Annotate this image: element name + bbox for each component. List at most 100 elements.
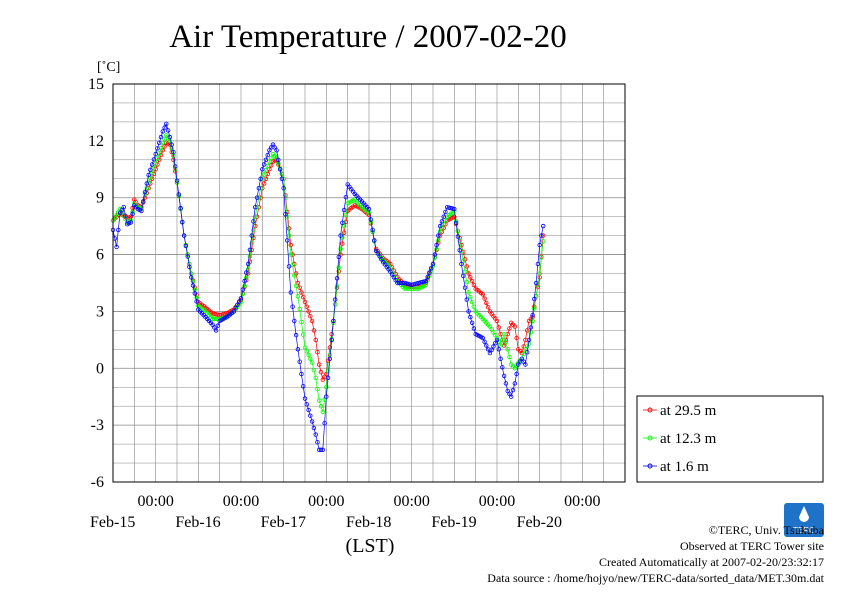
data-point bbox=[425, 274, 430, 279]
data-point bbox=[484, 300, 489, 306]
data-point bbox=[295, 294, 301, 299]
data-point bbox=[452, 214, 457, 219]
data-point bbox=[341, 223, 347, 229]
x-tick-time-label: 00:00 bbox=[393, 493, 429, 510]
data-point bbox=[169, 142, 174, 147]
data-point bbox=[464, 264, 469, 269]
data-point bbox=[480, 292, 485, 297]
data-point bbox=[325, 368, 331, 374]
data-point bbox=[530, 318, 535, 324]
data-point bbox=[276, 157, 281, 162]
data-point bbox=[452, 206, 457, 212]
data-point bbox=[299, 371, 304, 377]
data-point bbox=[327, 356, 333, 361]
data-point bbox=[261, 181, 267, 186]
data-point bbox=[439, 219, 445, 224]
data-point bbox=[523, 362, 528, 367]
data-point bbox=[165, 128, 171, 133]
data-point bbox=[532, 306, 537, 311]
data-point bbox=[140, 199, 146, 204]
data-point bbox=[183, 243, 189, 249]
data-point bbox=[252, 223, 258, 229]
data-point bbox=[320, 409, 325, 415]
data-point bbox=[238, 296, 244, 301]
data-point bbox=[286, 264, 292, 269]
data-point bbox=[242, 278, 247, 284]
data-point bbox=[325, 375, 331, 380]
data-point bbox=[480, 335, 485, 341]
data-point bbox=[466, 271, 471, 276]
y-tick-label: -3 bbox=[91, 417, 104, 434]
data-point bbox=[498, 356, 503, 361]
data-point bbox=[341, 207, 347, 213]
data-point bbox=[311, 328, 317, 333]
data-point bbox=[292, 273, 297, 278]
data-point bbox=[539, 255, 544, 260]
legend-label: at 12.3 m bbox=[660, 431, 717, 447]
data-point bbox=[482, 296, 487, 301]
data-point bbox=[455, 228, 461, 234]
data-point bbox=[315, 350, 320, 355]
data-point bbox=[151, 166, 157, 171]
data-point bbox=[503, 339, 509, 344]
data-point bbox=[501, 373, 507, 379]
data-point bbox=[469, 320, 475, 325]
data-point bbox=[471, 304, 477, 309]
x-date-label: Feb-17 bbox=[261, 514, 306, 531]
data-point bbox=[274, 148, 279, 153]
data-point bbox=[482, 339, 487, 344]
data-point bbox=[317, 398, 322, 403]
y-tick-label: 9 bbox=[96, 190, 104, 207]
chart-title: Air Temperature / 2007-02-20 bbox=[169, 19, 567, 55]
terc-logo: TERC bbox=[784, 503, 824, 537]
data-point bbox=[292, 318, 297, 324]
data-point bbox=[468, 314, 473, 320]
data-point bbox=[308, 413, 313, 418]
data-point bbox=[528, 325, 533, 330]
copyright-text: ©TERC, Univ. Tsukuba bbox=[709, 523, 825, 537]
y-axis: 15 12 9 6 3 0 -3 -6 bbox=[88, 76, 104, 491]
data-point bbox=[155, 146, 160, 151]
x-tick-time-label: 00:00 bbox=[564, 493, 600, 510]
data-point bbox=[176, 192, 181, 197]
data-point bbox=[437, 229, 443, 234]
data-point bbox=[471, 282, 477, 288]
data-point bbox=[510, 387, 516, 393]
data-point bbox=[423, 278, 429, 284]
data-point bbox=[188, 275, 194, 280]
water-drop-icon bbox=[799, 506, 809, 522]
data-point bbox=[471, 326, 477, 331]
data-point bbox=[252, 204, 258, 210]
data-point bbox=[537, 242, 542, 248]
data-point bbox=[469, 278, 475, 284]
data-point bbox=[116, 227, 121, 233]
data-point bbox=[468, 275, 473, 280]
data-point bbox=[507, 354, 512, 360]
data-point bbox=[293, 332, 299, 338]
data-point bbox=[279, 176, 285, 181]
data-point bbox=[142, 189, 148, 195]
data-point bbox=[432, 252, 437, 257]
data-point bbox=[242, 283, 247, 288]
data-point bbox=[260, 167, 265, 172]
data-point bbox=[149, 162, 155, 167]
data-point bbox=[283, 195, 288, 200]
data-point bbox=[512, 381, 517, 386]
data-point bbox=[290, 262, 295, 268]
data-point bbox=[156, 140, 162, 145]
data-point bbox=[464, 297, 469, 302]
data-point bbox=[258, 176, 263, 181]
data-point bbox=[494, 337, 500, 343]
data-point bbox=[309, 318, 315, 324]
y-tick-label: 0 bbox=[96, 360, 104, 377]
data-point bbox=[174, 178, 180, 183]
data-point bbox=[521, 351, 526, 357]
data-point bbox=[469, 299, 475, 305]
y-axis-unit: [˚C] bbox=[97, 60, 120, 75]
data-point bbox=[286, 226, 292, 231]
data-point bbox=[279, 171, 285, 176]
data-point bbox=[121, 204, 126, 210]
legend-box bbox=[636, 395, 824, 483]
data-point bbox=[244, 270, 249, 275]
data-point bbox=[269, 155, 274, 161]
